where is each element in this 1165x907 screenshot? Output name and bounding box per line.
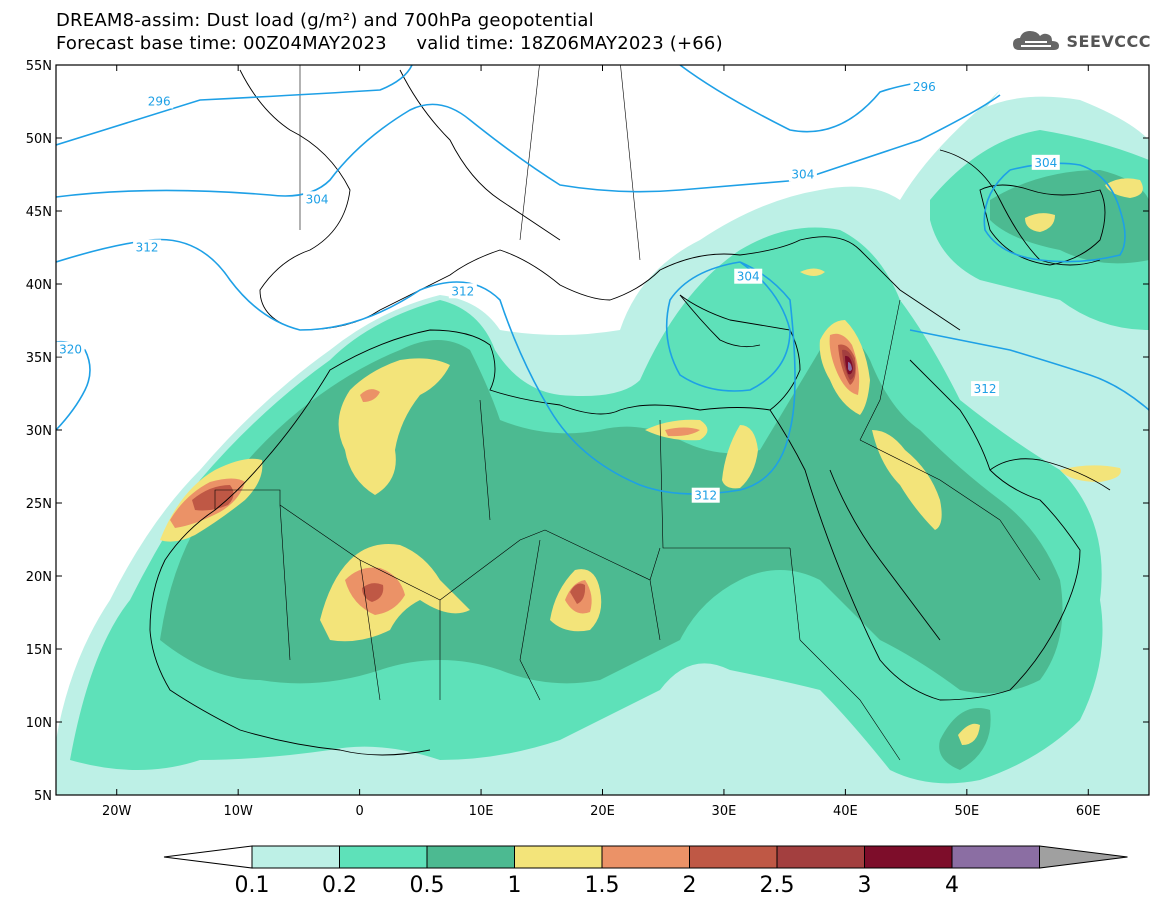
lon-label: 30E [712, 804, 737, 819]
contour-label: 304 [1031, 154, 1060, 170]
colorbar-under-triangle [163, 845, 253, 869]
lon-label: 50E [954, 804, 979, 819]
colorbar-segment [339, 845, 428, 869]
colorbar-segment [951, 845, 1040, 869]
longitude-labels: 20W 10W 0 10E 20E 30E 40E 50E 60E [102, 804, 1101, 819]
lon-label: 20E [590, 804, 615, 819]
colorbar-label: 0.2 [322, 873, 357, 898]
svg-text:304: 304 [791, 168, 814, 182]
lat-label: 25N [26, 497, 52, 512]
contour-label: 312 [971, 381, 1000, 397]
latitude-labels: 55N 50N 45N 40N 35N 30N 25N 20N 15N 10N 5N [26, 59, 52, 804]
contour-label: 304 [788, 166, 817, 182]
map-title: DREAM8-assim: Dust load (g/m²) and 700hP… [56, 10, 594, 31]
country-borders [214, 65, 1041, 761]
lat-label: 5N [34, 789, 52, 804]
lat-label: 45N [26, 205, 52, 220]
svg-text:312: 312 [451, 284, 474, 298]
contour-label: 304 [734, 268, 763, 284]
logo-text: SEEVCCC [1066, 31, 1151, 51]
svg-text:312: 312 [694, 489, 717, 503]
lat-label: 30N [26, 424, 52, 439]
contour-label: 312 [691, 487, 720, 503]
lat-label: 40N [26, 278, 52, 293]
lon-label: 60E [1076, 804, 1101, 819]
lat-label: 15N [26, 643, 52, 658]
svg-text:312: 312 [974, 382, 997, 396]
coastlines [149, 69, 1111, 756]
colorbar-label: 1 [508, 873, 522, 898]
colorbar-over-triangle [1039, 845, 1128, 869]
contour-labels: 296 296 304 304 304 304 312 312 312 312 320 [56, 78, 1060, 503]
lon-label: 40E [833, 804, 858, 819]
colorbar-label: 3 [858, 873, 872, 898]
svg-text:304: 304 [1034, 156, 1057, 170]
colorbar-label: 4 [945, 873, 959, 898]
contour-label: 320 [56, 341, 85, 357]
colorbar-label: 0.1 [235, 873, 270, 898]
svg-text:296: 296 [148, 95, 171, 109]
dust-level-4 [848, 362, 852, 371]
cloud-logo-icon [1012, 31, 1059, 50]
contour-label: 312 [133, 239, 162, 255]
colorbar-label: 1.5 [585, 873, 620, 898]
contour-label: 312 [448, 283, 477, 299]
seevccc-logo: SEEVCCC [1011, 26, 1152, 56]
svg-text:320: 320 [59, 343, 82, 357]
colorbar-label: 2.5 [760, 873, 795, 898]
colorbar-segment [426, 845, 515, 869]
svg-text:312: 312 [136, 241, 159, 255]
svg-text:304: 304 [306, 192, 329, 206]
lat-label: 55N [26, 59, 52, 74]
lon-label: 10E [469, 804, 494, 819]
contour-label: 296 [910, 78, 939, 94]
map-frame [55, 64, 1150, 796]
colorbar-label: 2 [683, 873, 697, 898]
colorbar-segment [601, 845, 690, 869]
contour-label: 304 [303, 191, 332, 207]
lat-label: 10N [26, 716, 52, 731]
colorbar-segment [514, 845, 603, 869]
map-plot-area: 296 296 304 304 304 304 312 312 312 312 320 [56, 65, 1149, 795]
contour-label: 296 [145, 93, 174, 109]
svg-text:304: 304 [737, 270, 760, 284]
lon-label: 20W [102, 804, 132, 819]
svg-text:296: 296 [913, 80, 936, 94]
lat-label: 50N [26, 132, 52, 147]
colorbar-segment [864, 845, 953, 869]
colorbar: 0.1 0.2 0.5 1 1.5 2 2.5 3 4 [163, 845, 1128, 898]
colorbar-segment [251, 845, 340, 869]
colorbar-label: 0.5 [410, 873, 445, 898]
lon-label: 0 [355, 804, 363, 819]
colorbar-segment [689, 845, 778, 869]
map-subtitle: Forecast base time: 00Z04MAY2023 valid t… [56, 33, 723, 54]
colorbar-segment [776, 845, 865, 869]
lat-label: 35N [26, 351, 52, 366]
lon-label: 10W [223, 804, 253, 819]
lat-label: 20N [26, 570, 52, 585]
grid-ticks [56, 65, 1149, 795]
geopotential-contours [56, 65, 1149, 495]
